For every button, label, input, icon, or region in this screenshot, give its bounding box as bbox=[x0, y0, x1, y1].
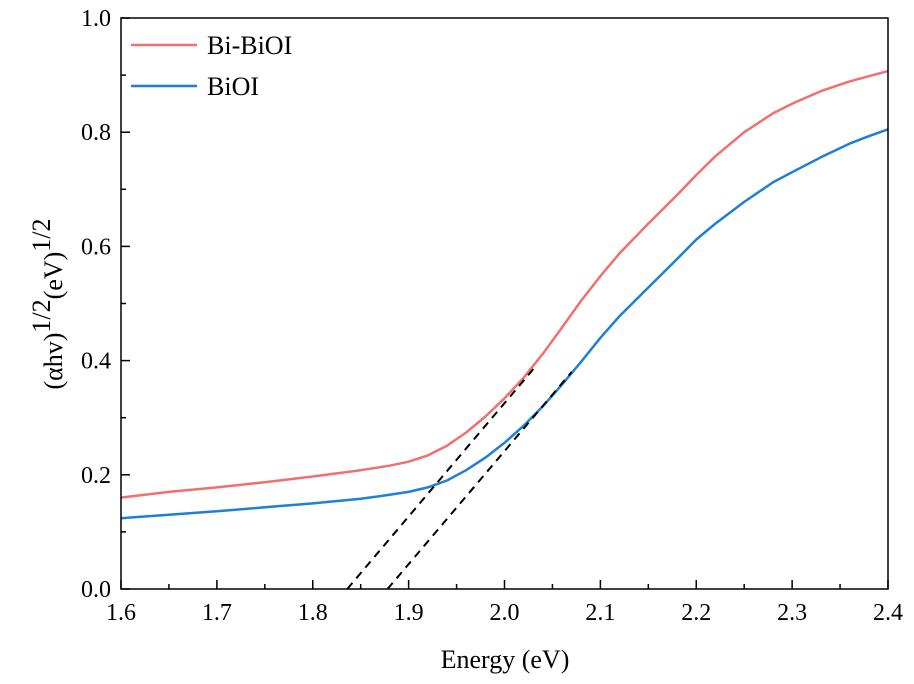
y-axis-title-mid: (eV) bbox=[39, 252, 68, 300]
x-tick-label-4: 2.0 bbox=[490, 600, 520, 626]
y-tick-label-1: 0.2 bbox=[81, 463, 111, 489]
x-tick-label-3: 1.9 bbox=[394, 600, 424, 626]
svg-text:(αhv)1/2(eV)1/2: (αhv)1/2(eV)1/2 bbox=[27, 218, 68, 389]
series-line-0 bbox=[120, 69, 889, 499]
plot-layer: 1.6 1.7 1.8 1.9 2.0 2.1 2.2 2.3 2.4 0.0 0.2 0.4 0.6 0… bbox=[81, 6, 903, 626]
tangent-line-0 bbox=[346, 368, 535, 590]
x-tick-label-5: 2.1 bbox=[585, 600, 615, 626]
y-tick-label-3: 0.6 bbox=[81, 234, 111, 260]
series-line-1 bbox=[120, 128, 889, 520]
x-axis-title: Energy (eV) bbox=[441, 645, 570, 674]
x-tick-label-0: 1.6 bbox=[106, 600, 136, 626]
plot-frame bbox=[120, 17, 889, 590]
y-axis-title-sup2: 1/2 bbox=[27, 218, 56, 251]
y-tick-label-0: 0.0 bbox=[81, 577, 111, 603]
x-tick-label-8: 2.4 bbox=[873, 600, 903, 626]
y-tick-label-4: 0.8 bbox=[81, 120, 111, 146]
legend-label-bi-bioi: Bi-BiOI bbox=[207, 31, 292, 60]
legend: Bi-BiOI BiOI bbox=[131, 31, 292, 101]
y-axis-title: (αhv)1/2(eV)1/2 bbox=[27, 218, 68, 389]
tangent-line-1 bbox=[386, 371, 573, 590]
x-tick-label-7: 2.3 bbox=[777, 600, 807, 626]
y-axis-title-base: (αhv) bbox=[39, 333, 68, 390]
y-tick-label-2: 0.4 bbox=[81, 349, 111, 375]
y-tick-label-5: 1.0 bbox=[81, 6, 111, 32]
legend-label-bioi: BiOI bbox=[207, 72, 259, 101]
x-tick-label-6: 2.2 bbox=[681, 600, 711, 626]
x-tick-label-2: 1.8 bbox=[298, 600, 328, 626]
x-tick-label-1: 1.7 bbox=[202, 600, 232, 626]
y-axis-title-sup1: 1/2 bbox=[27, 299, 56, 332]
